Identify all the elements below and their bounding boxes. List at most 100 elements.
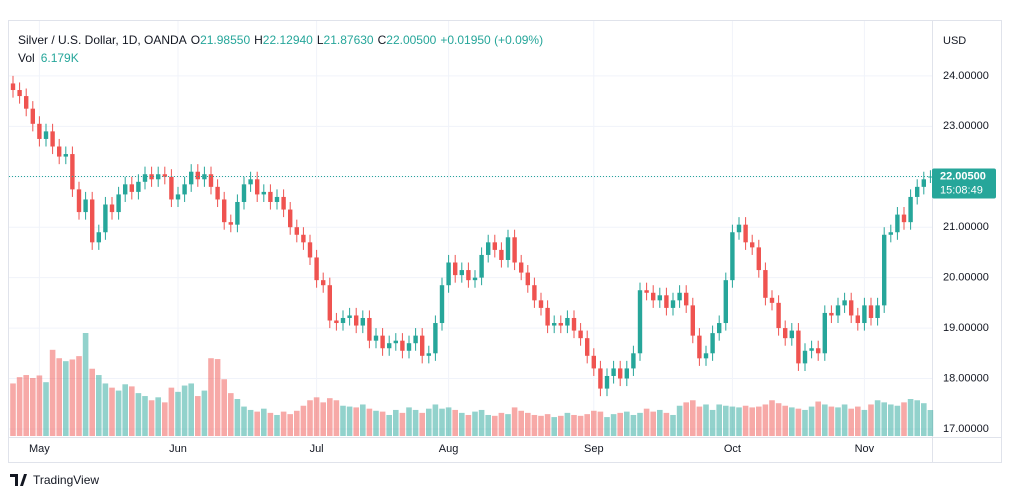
x-tick-label: Jun [169, 443, 187, 455]
volume-bar [544, 414, 551, 436]
candle-body [868, 305, 874, 318]
last-price-box [932, 168, 996, 199]
candle-body [670, 300, 676, 308]
candle-body [849, 300, 854, 316]
candle-body [136, 181, 141, 192]
candle-body [439, 285, 445, 324]
candle-body [70, 154, 75, 190]
volume-bar [241, 406, 247, 436]
volume-bar [115, 390, 122, 436]
volume-bar [848, 408, 854, 436]
candle-body [90, 199, 95, 243]
candle-body [578, 330, 583, 339]
volume-bar [320, 402, 326, 436]
candle-body [63, 154, 68, 157]
volume-bar [393, 409, 399, 436]
candle-body [829, 312, 834, 316]
candle-body [413, 335, 418, 344]
candle-body [736, 224, 742, 233]
volume-bar [597, 411, 604, 436]
candle-body [789, 330, 794, 339]
volume-bar [254, 411, 260, 436]
candle-body [109, 204, 115, 213]
candle-body [354, 315, 359, 326]
volume-bar [333, 400, 340, 436]
candle-body [776, 302, 781, 329]
candle-body [855, 315, 860, 324]
volume-bar [181, 385, 188, 436]
candle-body [486, 242, 491, 255]
candle-body [908, 196, 913, 223]
candle-body [129, 184, 134, 192]
volume-bar [927, 410, 934, 436]
x-tick-label: Sep [584, 443, 604, 455]
volume-bar [617, 412, 623, 436]
volume-bar [478, 409, 485, 436]
candle-body [288, 209, 293, 228]
volume-bar [201, 390, 208, 436]
x-tick-label: May [29, 443, 50, 455]
volume-bar [465, 414, 472, 436]
volume-bar [511, 407, 518, 436]
candle-body [697, 335, 702, 359]
y-tick-label: 18.00000 [943, 372, 989, 384]
volume-bar [274, 414, 280, 436]
candle-body [618, 368, 623, 379]
candle-body [241, 184, 247, 202]
candle-body [37, 123, 42, 139]
y-tick-label: 24.00000 [943, 70, 989, 82]
volume-bar [492, 415, 498, 436]
candle-body [862, 305, 867, 324]
volume-bar [690, 400, 696, 436]
volume-bar [346, 406, 353, 436]
volume-bar [577, 415, 584, 436]
candle-body [321, 280, 326, 286]
volume-bar [168, 387, 175, 436]
volume-bar [610, 414, 617, 436]
candle-body [76, 189, 82, 213]
candle-body [763, 270, 768, 298]
brand: TradingView [10, 473, 99, 487]
candle-body [274, 196, 280, 202]
volume-bar [736, 407, 742, 436]
volume-bar [841, 404, 848, 436]
candle-body [347, 315, 352, 318]
volume-bar [69, 359, 76, 436]
candle-body [360, 317, 365, 326]
volume-bar [855, 406, 861, 436]
candle-body [538, 300, 544, 308]
candle-body [156, 174, 161, 180]
ohlc-value: 22.00500 [386, 33, 436, 47]
volume-bar [676, 405, 683, 436]
candle-body [96, 232, 101, 243]
volume-bar [426, 408, 432, 436]
candle-body [783, 328, 788, 339]
volume-bar [148, 400, 155, 436]
volume-bar [894, 405, 901, 436]
candle-body [459, 270, 464, 276]
change: +0.01950 (+0.09%) [440, 33, 543, 47]
volume-bar [379, 411, 386, 436]
candle-body [103, 204, 108, 233]
candle-body [499, 249, 504, 260]
candle-body [637, 290, 643, 354]
volume-bar [861, 409, 868, 436]
candle-body [228, 222, 233, 225]
candle-body [651, 292, 656, 301]
volume-bar [10, 383, 16, 436]
candle-body [340, 317, 346, 324]
candle-body [43, 131, 49, 139]
volume-bar [650, 411, 656, 436]
candle-body [50, 131, 55, 147]
volume-bar [43, 382, 49, 436]
candle-body [492, 242, 497, 250]
volume-bar [36, 375, 43, 436]
volume-bar [874, 400, 881, 436]
legend-line: Silver / U.S. Dollar, 1D, OANDA O21.98550… [18, 33, 543, 47]
candle-body [677, 292, 682, 301]
volume-bar [538, 415, 544, 436]
candle-body [17, 90, 22, 97]
candle-body [915, 186, 920, 197]
candle-body [426, 353, 431, 356]
